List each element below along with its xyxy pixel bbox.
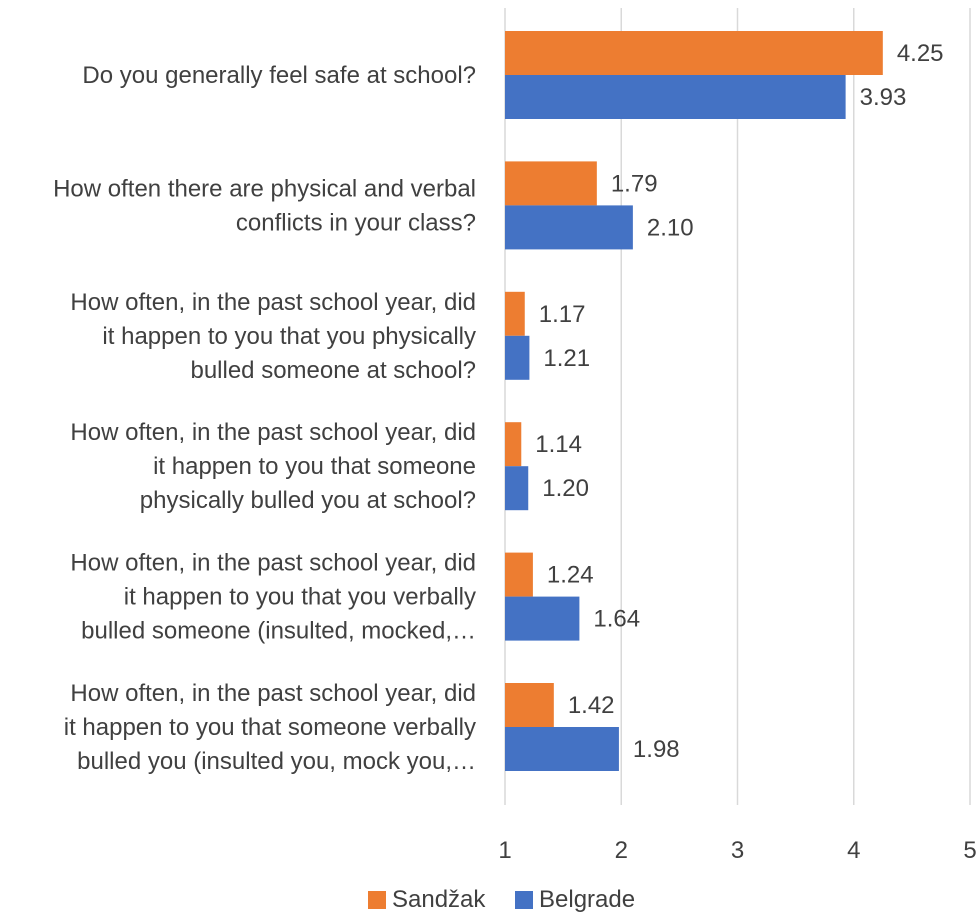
category-label: it happen to you that you verbally	[124, 584, 476, 611]
bar-belgrade	[505, 335, 530, 380]
data-label: 1.79	[611, 170, 658, 197]
data-label: 1.14	[535, 431, 582, 458]
category-label: How often, in the past school year, did	[70, 680, 476, 707]
bar-sandzak	[505, 552, 533, 597]
category-label: bulled someone (insulted, mocked,…	[81, 618, 476, 645]
data-labels: 4.25 3.93 1.79 2.10 1.17 1.21 1.14 1.20 1.24 1.64…	[535, 40, 943, 763]
bar-belgrade	[505, 596, 580, 641]
legend: Sandžak Belgrade	[368, 886, 635, 913]
bar-belgrade	[505, 75, 846, 119]
x-tick-label: 4	[847, 837, 860, 864]
category-label: it happen to you that you physically	[102, 323, 476, 350]
data-label: 2.10	[647, 214, 694, 241]
bars	[505, 31, 883, 771]
bar-sandzak	[505, 422, 522, 467]
bar-sandzak	[505, 161, 597, 206]
bar-belgrade	[505, 466, 529, 511]
bar-belgrade	[505, 727, 619, 771]
gridlines	[504, 8, 971, 805]
category-label: How often, in the past school year, did	[70, 289, 476, 316]
category-label: physically bulled you at school?	[140, 487, 476, 514]
bar-belgrade	[505, 205, 633, 250]
x-axis-ticks: 1 2 3 4 5	[498, 837, 976, 864]
category-label: bulled someone at school?	[190, 357, 476, 384]
data-label: 1.17	[539, 301, 586, 328]
data-label: 1.21	[543, 345, 590, 372]
data-label: 1.24	[547, 562, 594, 589]
category-label: Do you generally feel safe at school?	[82, 62, 476, 89]
legend-swatch-belgrade	[515, 891, 533, 909]
x-tick-label: 1	[498, 837, 511, 864]
legend-label: Belgrade	[539, 886, 635, 913]
category-label: conflicts in your class?	[236, 209, 476, 236]
x-tick-label: 2	[615, 837, 628, 864]
category-label: How often, in the past school year, did	[70, 419, 476, 446]
data-label: 1.98	[633, 736, 680, 763]
category-label: it happen to you that someone	[153, 453, 476, 480]
data-label: 1.64	[593, 606, 640, 633]
category-labels: Do you generally feel safe at school? How…	[53, 62, 476, 775]
bar-sandzak	[505, 31, 883, 75]
legend-swatch-sandzak	[368, 891, 386, 909]
x-tick-label: 3	[731, 837, 744, 864]
category-label: How often there are physical and verbal	[53, 175, 476, 202]
data-label: 1.20	[542, 475, 589, 502]
data-label: 3.93	[860, 84, 907, 111]
bar-sandzak	[505, 291, 525, 336]
category-label: bulled you (insulted you, mock you,…	[77, 748, 476, 775]
data-label: 1.42	[568, 692, 615, 719]
data-label: 4.25	[897, 40, 944, 67]
x-tick-label: 5	[963, 837, 976, 864]
legend-label: Sandžak	[392, 886, 486, 913]
bar-sandzak	[505, 683, 554, 727]
category-label: How often, in the past school year, did	[70, 550, 476, 577]
category-label: it happen to you that someone verbally	[64, 714, 476, 741]
